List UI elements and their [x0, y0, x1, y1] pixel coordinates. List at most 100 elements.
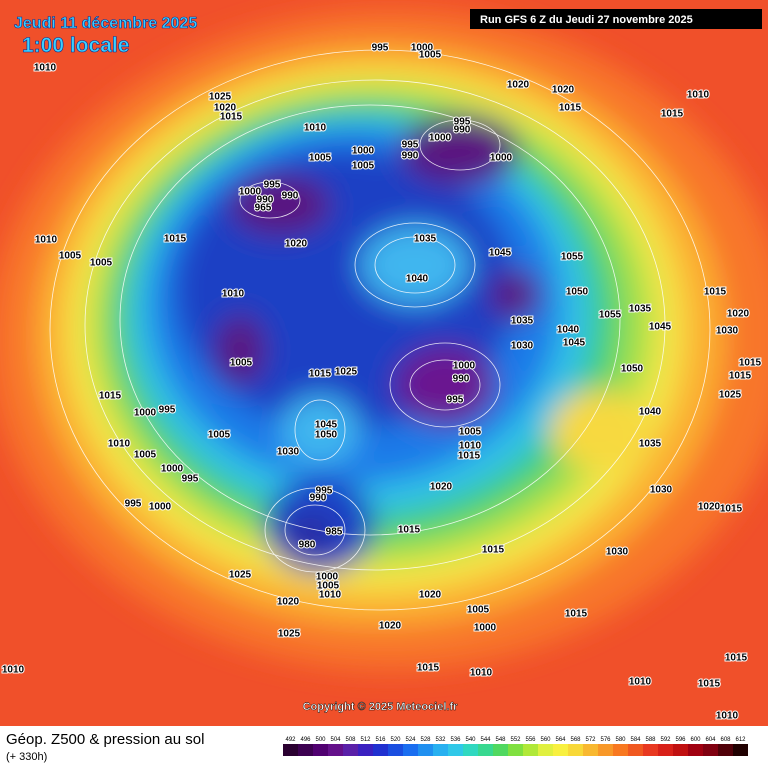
pressure-label: 1025: [229, 570, 252, 581]
run-box: [470, 9, 762, 29]
legend-label: 560: [540, 737, 551, 743]
pressure-label: 990: [310, 493, 327, 504]
legend-label: 536: [450, 737, 461, 743]
pressure-label: 1035: [511, 316, 534, 327]
legend-swatch: [613, 744, 628, 756]
pressure-label: 1035: [629, 304, 652, 315]
pressure-label: 1005: [208, 430, 231, 441]
legend-label: 492: [285, 737, 296, 743]
pressure-label: 1005: [309, 153, 332, 164]
legend-swatch: [388, 744, 403, 756]
pressure-label: 1025: [335, 367, 358, 378]
pressure-label: 990: [282, 191, 299, 202]
legend-swatch: [403, 744, 418, 756]
legend-swatch: [673, 744, 688, 756]
pressure-label: 995: [454, 117, 471, 128]
legend-swatch: [373, 744, 388, 756]
pressure-label: 1015: [220, 112, 243, 123]
legend-label: 604: [705, 737, 716, 743]
pressure-label: 990: [454, 125, 471, 136]
legend-swatch: [643, 744, 658, 756]
legend: 492 496 500 504 508 512 516 520 524 528 532 536 540 5…: [283, 737, 748, 756]
pressure-label: 1015: [698, 679, 721, 690]
pressure-label: 1010: [222, 289, 245, 300]
legend-label: 596: [675, 737, 686, 743]
legend-swatch: [523, 744, 538, 756]
pressure-label: 1040: [406, 274, 429, 285]
pressure-label: 995: [159, 405, 176, 416]
legend-label: 572: [585, 737, 596, 743]
pressure-label: 1005: [59, 251, 82, 262]
pressure-label: 1035: [414, 234, 437, 245]
pressure-label: 1015: [482, 545, 505, 556]
legend-swatch: [658, 744, 673, 756]
legend-label: 540: [465, 737, 476, 743]
pressure-label: 1000: [149, 502, 172, 513]
pressure-label: 1020: [214, 103, 237, 114]
pressure-label: 1015: [309, 369, 332, 380]
legend-swatch: [598, 744, 613, 756]
legend-label: 532: [435, 737, 446, 743]
footer-title: Géop. Z500 & pression au sol: [6, 731, 204, 748]
legend-swatch: [568, 744, 583, 756]
pressure-label: 1005: [90, 258, 113, 269]
pressure-label: 980: [299, 540, 316, 551]
pressure-label: 1000: [352, 146, 375, 157]
copyright: Copyright © 2025 Meteociel.fr: [303, 701, 459, 713]
pressure-label: 1045: [649, 322, 672, 333]
footer-lead: (+ 330h): [6, 751, 47, 763]
pressure-label: 1000: [161, 464, 184, 475]
legend-swatch: [418, 744, 433, 756]
legend-label: 592: [660, 737, 671, 743]
pressure-label: 1015: [704, 287, 727, 298]
pressure-label: 1030: [606, 547, 629, 558]
pressure-label: 1025: [278, 629, 301, 640]
legend-swatch: [478, 744, 493, 756]
field: [0, 0, 768, 726]
pressure-label: 1020: [419, 590, 442, 601]
pressure-label: 1000: [239, 187, 262, 198]
pressure-label: 1010: [716, 711, 739, 722]
pressure-label: 1010: [459, 441, 482, 452]
legend-label: 520: [390, 737, 401, 743]
legend-label: 516: [375, 737, 386, 743]
legend-label: 600: [690, 737, 701, 743]
pressure-label: 1000: [453, 361, 476, 372]
pressure-label: 1020: [698, 502, 721, 513]
legend-swatch: [553, 744, 568, 756]
legend-swatch: [493, 744, 508, 756]
map-time: 1:00 locale: [22, 34, 129, 57]
pressure-label: 1005: [134, 450, 157, 461]
legend-label: 552: [510, 737, 521, 743]
pressure-label: 1015: [739, 358, 762, 369]
pressure-label: 1005: [352, 161, 375, 172]
pressure-label: 1010: [319, 590, 342, 601]
legend-label: 496: [300, 737, 311, 743]
pressure-label: 1005: [459, 427, 482, 438]
pressure-label: 1015: [729, 371, 752, 382]
map-date: Jeudi 11 décembre 2025: [14, 15, 197, 32]
pressure-label: 1035: [639, 439, 662, 450]
legend-swatch: [358, 744, 373, 756]
legend-swatch: [328, 744, 343, 756]
pressure-label: 1030: [650, 485, 673, 496]
pressure-label: 1005: [467, 605, 490, 616]
legend-swatch: [313, 744, 328, 756]
pressure-label: 1015: [458, 451, 481, 462]
pressure-label: 1000: [474, 623, 497, 634]
legend-swatch: [583, 744, 598, 756]
pressure-label: 1010: [470, 668, 493, 679]
legend-label: 524: [405, 737, 416, 743]
legend-swatch: [343, 744, 358, 756]
pressure-label: 1050: [621, 364, 644, 375]
legend-label: 564: [555, 737, 566, 743]
pressure-label: 985: [326, 527, 343, 538]
pressure-label: 1020: [379, 621, 402, 632]
pressure-label: 1010: [108, 439, 131, 450]
pressure-label: 1015: [661, 109, 684, 120]
pressure-label: 1015: [164, 234, 187, 245]
pressure-label: 1010: [35, 235, 58, 246]
pressure-label: 990: [257, 195, 274, 206]
legend-label: 504: [330, 737, 341, 743]
pressure-label: 1020: [507, 80, 530, 91]
